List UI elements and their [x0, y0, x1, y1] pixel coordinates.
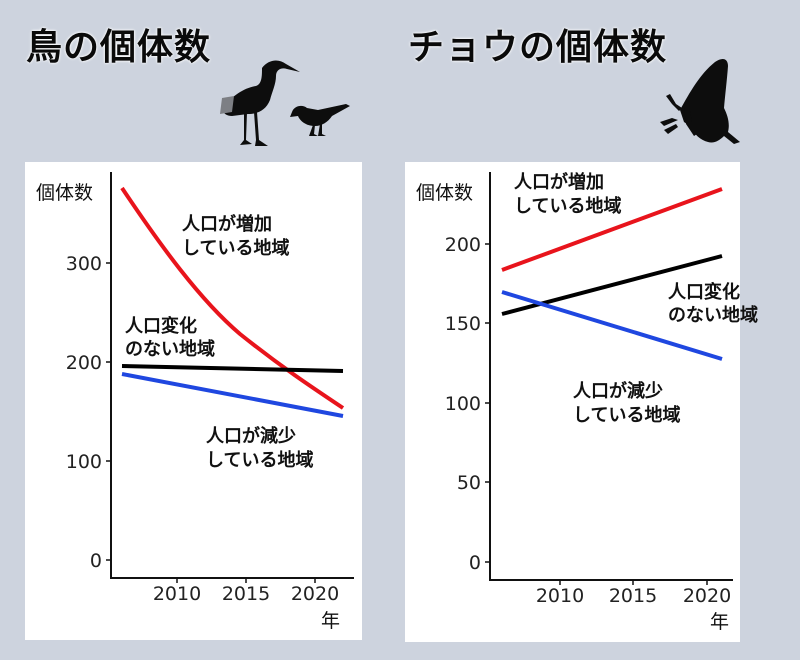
butterflies-ytick-50: 50 [457, 472, 481, 494]
birds-annot-decreasing-line1: 人口が減少 [206, 425, 296, 447]
butterflies-annot-increasing-line2: している地域 [514, 195, 621, 217]
birds-ytick-200: 200 [66, 352, 102, 374]
birds-x-axis-title: 年 [321, 610, 340, 632]
butterflies-xtick-2020: 2020 [683, 585, 731, 607]
birds-annot-increasing-line2: している地域 [182, 237, 289, 259]
birds-line-decreasing [121, 372, 344, 418]
butterflies-chart-title: チョウの個体数 [408, 27, 668, 68]
birds-chart-panel [25, 162, 362, 640]
butterflies-ytick-200: 200 [445, 234, 481, 256]
birds-ytick-100: 100 [66, 451, 102, 473]
butterflies-y-axis-title: 個体数 [416, 182, 473, 204]
butterflies-annot-increasing-line1: 人口が増加 [514, 171, 604, 193]
birds-line-no-change [121, 364, 344, 373]
birds-xtick-2010: 2010 [153, 583, 201, 605]
butterflies-line-increasing [501, 187, 723, 272]
birds-annot-decreasing-line2: している地域 [206, 449, 313, 471]
butterflies-ytick-0: 0 [469, 552, 481, 574]
butterflies-annot-nochange-line1: 人口変化 [668, 281, 740, 303]
butterflies-xtick-2010: 2010 [536, 585, 584, 607]
butterflies-xtick-2015: 2015 [609, 585, 657, 607]
butterflies-annot-decreasing-line2: している地域 [573, 404, 680, 426]
butterflies-annot-nochange-line2: のない地域 [668, 304, 758, 326]
butterflies-ytick-150: 150 [445, 313, 481, 335]
birds-ytick-0: 0 [90, 550, 102, 572]
birds-y-axis-title: 個体数 [36, 182, 93, 204]
birds-ytick-300: 300 [66, 253, 102, 275]
birds-annot-nochange-line1: 人口変化 [125, 315, 197, 337]
birds-xtick-2020: 2020 [291, 583, 339, 605]
birds-annot-nochange-line2: のない地域 [125, 338, 215, 360]
butterflies-line-decreasing [501, 290, 723, 361]
birds-xtick-2015: 2015 [222, 583, 270, 605]
birds-annot-increasing-line1: 人口が増加 [182, 213, 272, 235]
birds-line-increasing [120, 186, 345, 410]
birds-chart-title: 鳥の個体数 [26, 27, 212, 68]
butterflies-annot-decreasing-line1: 人口が減少 [573, 380, 663, 402]
butterflies-ytick-100: 100 [445, 393, 481, 415]
butterflies-x-axis-title: 年 [710, 611, 729, 633]
